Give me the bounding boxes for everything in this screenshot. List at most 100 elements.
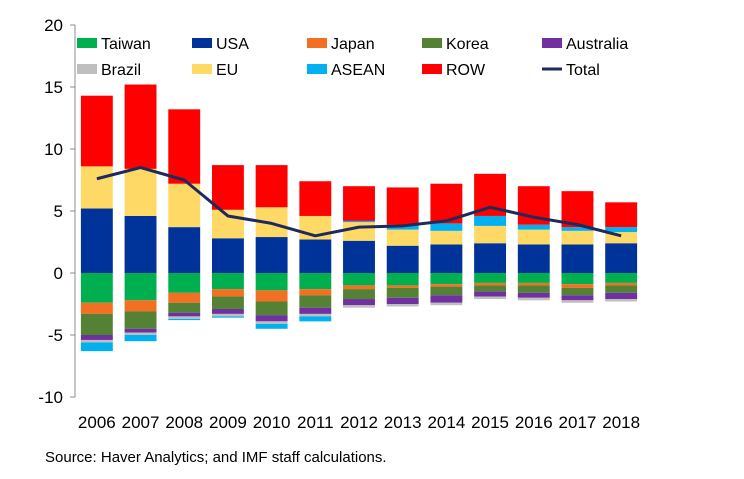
- legend-label-taiwan: Taiwan: [101, 36, 151, 53]
- bar-eu-2014: [430, 230, 463, 245]
- y-tick-label: 0: [54, 264, 63, 283]
- bar-brazil-2010: [255, 321, 288, 324]
- bar-taiwan-2011: [299, 273, 332, 290]
- bar-taiwan-2006: [80, 273, 113, 303]
- bar-japan-2015: [474, 282, 507, 286]
- bar-japan-2009: [211, 289, 244, 297]
- x-tick-label: 2008: [165, 413, 203, 432]
- bar-taiwan-2010: [255, 273, 288, 291]
- bar-korea-2013: [386, 287, 419, 298]
- x-tick-label: 2015: [471, 413, 509, 432]
- legend-swatch-korea: [422, 38, 442, 48]
- bar-asean-2011: [299, 316, 332, 322]
- bar-japan-2006: [80, 302, 113, 314]
- bar-row-2009: [211, 165, 244, 210]
- bar-taiwan-2016: [517, 273, 550, 283]
- bar-korea-2017: [561, 287, 594, 296]
- bar-korea-2015: [474, 285, 507, 292]
- bar-japan-2013: [386, 285, 419, 288]
- bar-asean-2007: [124, 335, 157, 342]
- bar-row-2008: [168, 109, 201, 184]
- bar-brazil-2013: [386, 304, 419, 307]
- bar-usa-2014: [430, 244, 463, 273]
- bar-korea-2010: [255, 301, 288, 316]
- source-note: Source: Haver Analytics; and IMF staff c…: [45, 449, 387, 466]
- bar-usa-2010: [255, 237, 288, 273]
- legend-swatch-usa: [192, 38, 212, 48]
- bar-row-2012: [343, 186, 375, 221]
- bar-taiwan-2018: [605, 273, 638, 283]
- bar-korea-2006: [80, 313, 113, 335]
- bar-brazil-2011: [299, 313, 332, 317]
- bar-australia-2014: [430, 295, 463, 303]
- bar-eu-2015: [474, 225, 507, 244]
- bars-layer: [80, 84, 638, 352]
- bar-japan-2012: [343, 285, 375, 290]
- bar-usa-2006: [80, 208, 113, 273]
- bar-asean-2016: [517, 224, 550, 230]
- bar-asean-2017: [561, 227, 594, 231]
- bar-brazil-2009: [211, 313, 244, 317]
- bar-korea-2008: [168, 302, 201, 313]
- legend-label-row: ROW: [446, 62, 486, 79]
- bar-brazil-2007: [124, 332, 157, 335]
- bar-korea-2012: [343, 289, 375, 300]
- y-tick-label: -5: [48, 326, 63, 345]
- bar-usa-2007: [124, 215, 157, 273]
- bar-eu-2006: [80, 166, 113, 209]
- x-tick-label: 2010: [253, 413, 291, 432]
- bar-australia-2018: [605, 292, 638, 300]
- x-tick-label: 2007: [122, 413, 160, 432]
- bar-taiwan-2013: [386, 273, 419, 286]
- bar-eu-2017: [561, 230, 594, 245]
- bar-australia-2010: [255, 315, 288, 322]
- bar-usa-2011: [299, 239, 332, 273]
- legend-label-asean: ASEAN: [331, 62, 385, 79]
- x-tick-label: 2017: [559, 413, 597, 432]
- bar-eu-2007: [124, 168, 157, 216]
- x-tick-label: 2013: [384, 413, 422, 432]
- x-tick-label: 2018: [602, 413, 640, 432]
- bar-eu-2008: [168, 183, 201, 228]
- legend-swatch-japan: [307, 38, 327, 48]
- bar-brazil-2016: [517, 297, 550, 301]
- bar-japan-2018: [605, 282, 638, 286]
- bar-asean-2008: [168, 318, 201, 321]
- axis-layer: -10 -5 0 5 10 15 20 2006 2007 2008 2009 2010 2011 201…: [38, 16, 640, 432]
- legend-label-japan: Japan: [331, 36, 375, 53]
- bar-row-2013: [386, 187, 419, 225]
- bar-australia-2013: [386, 297, 419, 304]
- bar-japan-2010: [255, 290, 288, 302]
- x-tick-label: 2016: [515, 413, 553, 432]
- x-tick-label: 2006: [78, 413, 116, 432]
- bar-japan-2016: [517, 282, 550, 286]
- x-tick-label: 2012: [340, 413, 378, 432]
- y-tick-label: -10: [38, 388, 63, 407]
- bar-brazil-2015: [474, 296, 507, 300]
- bar-asean-2006: [80, 342, 113, 352]
- y-tick-label: 20: [44, 16, 63, 35]
- bar-australia-2016: [517, 292, 550, 298]
- legend: Taiwan USA Japan Korea Australia Brazil EU ASEA…: [77, 36, 628, 79]
- bar-australia-2011: [299, 307, 332, 314]
- bar-usa-2015: [474, 243, 507, 273]
- legend-swatch-asean: [307, 64, 327, 74]
- bar-asean-2012: [343, 220, 375, 223]
- bar-usa-2016: [517, 244, 550, 273]
- bar-brazil-2017: [561, 300, 594, 303]
- x-tick-label: 2014: [427, 413, 465, 432]
- bar-eu-2016: [517, 229, 550, 245]
- bar-taiwan-2007: [124, 273, 157, 301]
- bar-taiwan-2017: [561, 273, 594, 285]
- bar-asean-2015: [474, 215, 507, 226]
- bar-usa-2013: [386, 245, 419, 273]
- bar-korea-2014: [430, 286, 463, 296]
- legend-swatch-brazil: [77, 64, 97, 74]
- bar-australia-2015: [474, 291, 507, 297]
- bar-japan-2008: [168, 292, 201, 303]
- bar-brazil-2014: [430, 302, 463, 306]
- y-tick-label: 5: [54, 202, 63, 221]
- bar-brazil-2006: [80, 339, 113, 343]
- bar-usa-2008: [168, 227, 201, 273]
